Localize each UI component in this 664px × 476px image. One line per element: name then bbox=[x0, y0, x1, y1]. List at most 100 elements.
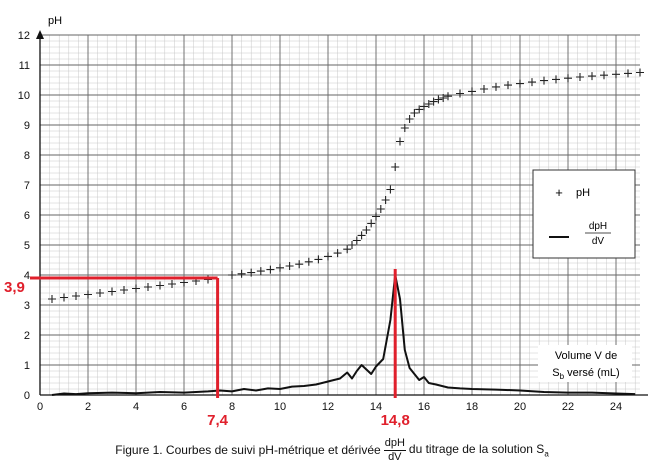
y-tick-label: 12 bbox=[18, 30, 30, 42]
legend: + pH dpH dV bbox=[532, 169, 636, 259]
ph-data-point bbox=[247, 268, 256, 277]
ph-data-point bbox=[343, 245, 352, 254]
ph-data-point bbox=[96, 289, 104, 297]
ph-data-point bbox=[372, 212, 380, 221]
x-axis-label-rest: versé (mL) bbox=[564, 367, 620, 379]
x-tick-label: 18 bbox=[466, 401, 478, 413]
caption-text-before: Figure 1. Courbes de suivi pH-métrique e… bbox=[115, 443, 381, 457]
ph-data-point bbox=[636, 68, 644, 77]
ph-data-point bbox=[237, 269, 246, 278]
x-tick-label: 22 bbox=[562, 401, 574, 413]
ph-data-point bbox=[564, 74, 572, 83]
ph-data-point bbox=[304, 257, 313, 266]
y-tick-label: 10 bbox=[18, 90, 30, 102]
x-tick-label: 24 bbox=[610, 401, 622, 413]
ph-data-point bbox=[424, 100, 433, 108]
legend-box bbox=[532, 169, 636, 259]
y-tick-label: 3 bbox=[24, 300, 30, 312]
x-tick-label: 0 bbox=[37, 401, 43, 413]
x-tick-label: 6 bbox=[181, 401, 187, 413]
ph-data-point bbox=[420, 102, 428, 111]
legend-marker-plus: + bbox=[555, 185, 563, 200]
ph-data-point bbox=[400, 124, 409, 132]
y-axis-title: pH bbox=[48, 15, 62, 27]
caption-sub: a bbox=[544, 449, 549, 459]
ph-data-point bbox=[285, 262, 294, 270]
ph-data-point bbox=[168, 280, 176, 288]
annotation-label-x: 7,4 bbox=[207, 412, 229, 429]
chart-axes bbox=[36, 30, 648, 396]
y-tick-label: 6 bbox=[24, 210, 30, 222]
ph-data-point bbox=[576, 73, 584, 81]
ph-data-point bbox=[72, 292, 80, 300]
y-tick-label: 4 bbox=[24, 270, 30, 282]
caption-text-after: du titrage de la solution Sa bbox=[408, 441, 549, 459]
x-axis-label-sub: b bbox=[560, 372, 565, 381]
y-tick-label: 7 bbox=[24, 180, 30, 192]
derivative-line bbox=[51, 274, 636, 396]
ph-data-point bbox=[588, 72, 596, 81]
ph-data-point bbox=[468, 87, 476, 96]
x-tick-label: 8 bbox=[229, 401, 235, 413]
ph-data-point bbox=[444, 92, 452, 101]
ph-data-point bbox=[48, 295, 56, 303]
y-axis-arrow bbox=[36, 30, 44, 39]
ph-data-point bbox=[324, 252, 332, 261]
x-tick-label: 10 bbox=[274, 401, 286, 413]
legend-label-dph: dpH bbox=[589, 221, 607, 232]
legend-label-ph: pH bbox=[576, 187, 590, 199]
ph-data-point bbox=[276, 263, 284, 272]
ph-data-point bbox=[391, 163, 400, 171]
ph-data-point bbox=[132, 284, 140, 293]
ph-data-point bbox=[120, 286, 128, 294]
annotation-label-x: 14,8 bbox=[381, 412, 410, 429]
ph-data-point bbox=[348, 241, 356, 249]
x-axis-label-line2: Sb versé (mL) bbox=[552, 367, 619, 381]
ph-data-point bbox=[516, 79, 524, 88]
caption-fraction-den: dV bbox=[388, 450, 402, 463]
y-tick-label: 1 bbox=[24, 360, 30, 372]
x-tick-label: 20 bbox=[514, 401, 526, 413]
ph-data-point bbox=[108, 287, 116, 296]
ph-data-point bbox=[504, 81, 512, 90]
ph-data-point bbox=[492, 82, 500, 91]
ph-data-point bbox=[456, 89, 464, 98]
legend-label-dv: dV bbox=[592, 236, 605, 247]
ph-data-point bbox=[156, 281, 164, 290]
x-tick-label: 12 bbox=[322, 401, 334, 413]
ph-data-point bbox=[405, 115, 414, 123]
ph-data-point bbox=[295, 260, 304, 269]
ph-data-point bbox=[256, 267, 265, 276]
ph-data-point bbox=[362, 226, 371, 234]
ph-data-point bbox=[367, 219, 376, 228]
y-tick-label: 8 bbox=[24, 150, 30, 162]
chart-annotations: 3,9 7,4 14,8 bbox=[4, 269, 410, 429]
x-tick-label: 4 bbox=[133, 401, 139, 413]
ph-data-point bbox=[552, 75, 560, 84]
ph-data-point bbox=[624, 69, 632, 78]
chart-series bbox=[48, 68, 644, 396]
y-tick-label: 5 bbox=[24, 240, 30, 252]
x-axis-label: Volume V de Sb versé (mL) bbox=[538, 345, 632, 382]
ph-data-point bbox=[357, 231, 366, 240]
ph-data-point bbox=[333, 249, 342, 258]
ph-data-point bbox=[376, 205, 385, 213]
ph-data-point bbox=[434, 95, 443, 104]
ph-data-point bbox=[314, 255, 323, 264]
x-axis-label-line1: Volume V de bbox=[555, 350, 617, 362]
ph-data-point bbox=[415, 105, 424, 114]
y-tick-label: 0 bbox=[24, 390, 30, 402]
ph-data-point bbox=[228, 271, 236, 279]
ph-data-point bbox=[396, 137, 404, 146]
ph-data-point bbox=[144, 283, 152, 291]
ph-data-point bbox=[612, 70, 620, 79]
ph-data-point bbox=[480, 85, 488, 93]
ph-data-point bbox=[528, 78, 536, 87]
ph-data-point bbox=[600, 71, 608, 80]
ph-data-point bbox=[429, 97, 438, 106]
x-tick-label: 2 bbox=[85, 401, 91, 413]
x-tick-label: 16 bbox=[418, 401, 430, 413]
ph-data-point bbox=[84, 290, 92, 299]
